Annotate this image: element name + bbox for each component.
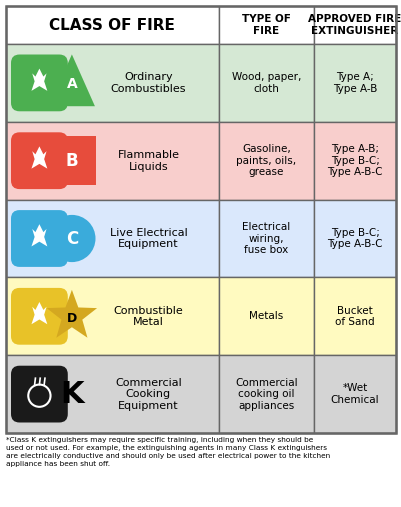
Bar (313, 277, 395, 355)
Text: Type B-C;
Type A-B-C: Type B-C; Type A-B-C (326, 228, 382, 249)
Bar (313, 200, 395, 277)
FancyBboxPatch shape (11, 55, 68, 112)
Text: Wood, paper,
cloth: Wood, paper, cloth (231, 72, 300, 94)
Text: Flammable
Liquids: Flammable Liquids (117, 150, 179, 171)
Text: Metals: Metals (249, 311, 283, 321)
Text: Combustible
Metal: Combustible Metal (113, 306, 183, 327)
Text: Live Electrical
Equipment: Live Electrical Equipment (109, 228, 187, 249)
Text: Commercial
cooking oil
appliances: Commercial cooking oil appliances (235, 378, 297, 411)
Text: CLASS OF FIRE: CLASS OF FIRE (49, 18, 175, 32)
Text: Type A;
Type A-B: Type A; Type A-B (332, 72, 376, 94)
Text: Bucket
of Sand: Bucket of Sand (334, 306, 374, 327)
Text: D: D (67, 312, 77, 325)
Text: Type A-B;
Type B-C;
Type A-B-C: Type A-B; Type B-C; Type A-B-C (326, 144, 382, 177)
Polygon shape (31, 68, 47, 91)
Text: C: C (66, 230, 78, 247)
Text: Gasoline,
paints, oils,
grease: Gasoline, paints, oils, grease (236, 144, 296, 177)
Bar (6, 44, 218, 122)
Bar (313, 355, 395, 433)
Bar (313, 122, 395, 200)
FancyBboxPatch shape (11, 210, 68, 267)
Text: *Class K extinguishers may require specific training, including when they should: *Class K extinguishers may require speci… (6, 437, 330, 467)
Text: TYPE OF
FIRE: TYPE OF FIRE (241, 14, 290, 36)
Bar (313, 6, 395, 44)
FancyBboxPatch shape (11, 132, 68, 189)
Polygon shape (47, 290, 97, 338)
Bar (6, 122, 218, 200)
Bar (6, 6, 218, 44)
Text: K: K (60, 380, 83, 409)
Bar (47, 136, 96, 185)
Bar (218, 277, 313, 355)
Bar (6, 355, 218, 433)
Polygon shape (31, 302, 47, 324)
Circle shape (48, 215, 95, 262)
Text: A: A (66, 78, 77, 91)
Bar (6, 6, 395, 433)
Bar (218, 44, 313, 122)
Bar (218, 122, 313, 200)
Text: *Wet
Chemical: *Wet Chemical (330, 383, 379, 405)
Polygon shape (31, 224, 47, 246)
Bar (218, 355, 313, 433)
Bar (218, 200, 313, 277)
Text: Electrical
wiring,
fuse box: Electrical wiring, fuse box (241, 222, 290, 255)
Bar (6, 200, 218, 277)
Text: APPROVED FIRE
EXTINGUISHER: APPROVED FIRE EXTINGUISHER (308, 14, 401, 36)
Polygon shape (49, 54, 95, 106)
Polygon shape (31, 147, 47, 169)
Bar (6, 277, 218, 355)
FancyBboxPatch shape (11, 288, 68, 345)
Bar (218, 6, 313, 44)
Text: B: B (65, 152, 78, 170)
Bar (313, 44, 395, 122)
Text: Commercial
Cooking
Equipment: Commercial Cooking Equipment (115, 378, 181, 411)
Text: Ordinary
Combustibles: Ordinary Combustibles (110, 72, 186, 94)
FancyBboxPatch shape (11, 366, 68, 422)
